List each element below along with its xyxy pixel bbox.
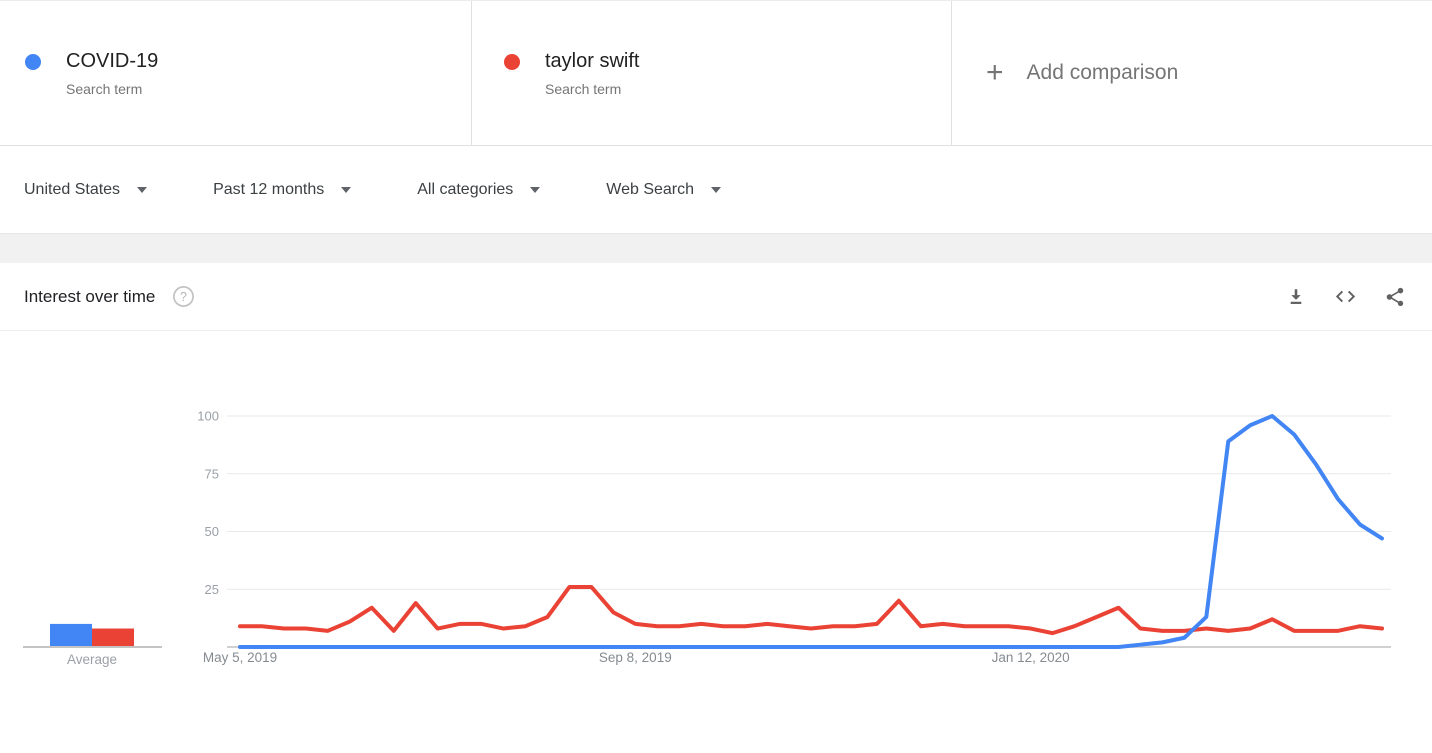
term-title: taylor swift <box>545 50 640 72</box>
filter-search-type[interactable]: Web Search <box>606 180 722 199</box>
filters-bar: United States Past 12 months All categor… <box>0 146 1432 233</box>
y-axis-tick-label: 25 <box>205 582 219 597</box>
average-bar-covid-19 <box>50 623 92 647</box>
dropdown-caret-icon <box>341 186 352 193</box>
term-subtitle: Search term <box>66 81 143 97</box>
search-terms-bar: COVID-19 Search term taylor swift Search… <box>0 0 1432 146</box>
filter-category[interactable]: All categories <box>417 180 541 199</box>
term-title: COVID-19 <box>66 50 159 72</box>
filter-time-range[interactable]: Past 12 months <box>213 180 352 199</box>
help-circle-icon[interactable]: ? <box>172 285 195 308</box>
interest-over-time-chart: 25 50 75 100 May 5, 2019 Sep 8, 2019 Jan 12, 2… <box>0 331 1432 753</box>
trend-chart-svg: 25 50 75 100 May 5, 2019 Sep 8, 2019 Jan 12, 2… <box>23 409 1391 667</box>
average-label: Average <box>67 652 117 667</box>
interest-over-time-header: Interest over time ? <box>0 263 1432 331</box>
filter-geo[interactable]: United States <box>24 180 148 199</box>
filter-category-label: All categories <box>417 180 514 198</box>
x-axis-tick-label: May 5, 2019 <box>203 650 277 665</box>
x-axis-tick-label: Jan 12, 2020 <box>992 650 1070 665</box>
embed-code-icon[interactable] <box>1334 285 1357 308</box>
series-color-dot-blue <box>25 54 41 70</box>
filter-geo-label: United States <box>24 180 121 198</box>
share-icon[interactable] <box>1384 286 1406 308</box>
filter-search-type-label: Web Search <box>606 180 695 198</box>
y-axis-tick-label: 75 <box>205 466 219 481</box>
y-axis-tick-label: 50 <box>205 524 219 539</box>
covid-19-series-line[interactable] <box>238 414 1384 649</box>
plus-icon: + <box>986 56 1004 89</box>
y-axis-tick-label: 100 <box>197 409 219 424</box>
dropdown-caret-icon <box>711 186 722 193</box>
add-comparison-label: Add comparison <box>1026 61 1179 84</box>
term-subtitle: Search term <box>545 81 622 97</box>
dropdown-caret-icon <box>137 186 148 193</box>
term-card-covid19[interactable]: COVID-19 Search term <box>0 1 472 145</box>
dropdown-caret-icon <box>530 186 541 193</box>
term-card-taylor-swift[interactable]: taylor swift Search term <box>472 1 952 145</box>
download-icon[interactable] <box>1285 286 1307 308</box>
widget-title: Interest over time <box>24 286 156 306</box>
svg-text:?: ? <box>180 290 187 304</box>
x-axis-tick-label: Sep 8, 2019 <box>599 650 672 665</box>
series-color-dot-red <box>504 54 520 70</box>
add-comparison-button[interactable]: + Add comparison <box>952 1 1432 145</box>
filter-time-label: Past 12 months <box>213 180 325 198</box>
average-bar-taylor-swift <box>92 628 134 647</box>
section-separator-band <box>0 233 1432 263</box>
